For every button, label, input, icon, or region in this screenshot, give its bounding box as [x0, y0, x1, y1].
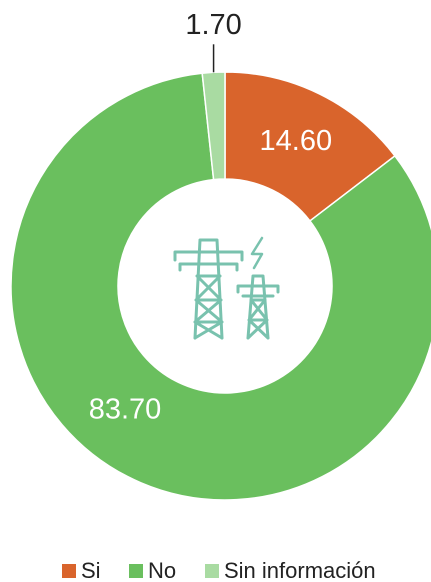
- legend-label: No: [148, 558, 176, 582]
- legend-swatch: [129, 564, 143, 578]
- legend-label: Sin información: [224, 558, 376, 582]
- donut-slice: [201, 71, 226, 181]
- legend-swatch: [205, 564, 219, 578]
- donut-slice: [224, 71, 396, 223]
- value-label: 1.70: [185, 9, 241, 41]
- tower-icon: [173, 236, 280, 340]
- value-label: 83.70: [89, 394, 162, 426]
- donut-slice: [10, 72, 431, 501]
- legend-label: Si: [81, 558, 101, 582]
- legend-swatch: [62, 564, 76, 578]
- value-label: 14.60: [260, 125, 333, 157]
